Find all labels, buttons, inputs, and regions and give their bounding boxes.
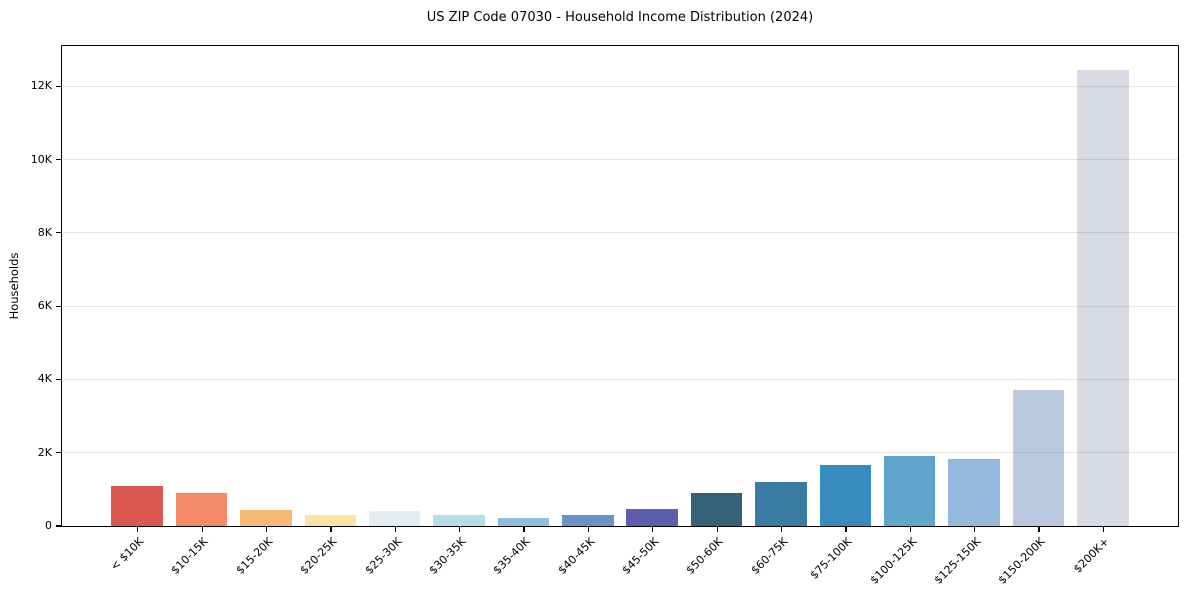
x-tick-mark bbox=[330, 527, 332, 532]
y-tick-mark bbox=[56, 525, 62, 527]
bar bbox=[690, 492, 743, 526]
y-tick-mark bbox=[56, 158, 62, 161]
x-tick-label: $35-40K bbox=[490, 535, 533, 577]
bar bbox=[111, 485, 163, 526]
bar-slot-3: $15-20K bbox=[233, 46, 298, 577]
x-tick-mark bbox=[652, 527, 654, 532]
bar-slot-1: < $10K bbox=[105, 46, 169, 573]
x-tick-mark bbox=[974, 527, 976, 532]
bar bbox=[433, 515, 485, 526]
bar bbox=[304, 514, 357, 526]
bar-slot-2: $10-15K bbox=[169, 46, 233, 577]
x-tick-label: $60-75K bbox=[748, 535, 791, 577]
bar-slot-5: $25-30K bbox=[362, 46, 427, 577]
bar bbox=[175, 493, 228, 526]
x-tick-mark bbox=[1102, 527, 1104, 532]
bar bbox=[368, 510, 421, 526]
plot-area: 0 2K 4K 6K 8K 10K 12K < $10K $10-15K $15-20K $20-… bbox=[31, 45, 1179, 587]
x-tick-mark bbox=[587, 527, 589, 532]
y-tick-label: 10K bbox=[30, 152, 52, 166]
bars-row: < $10K $10-15K $15-20K $20-25K $25-30K $30-35… bbox=[62, 46, 1178, 587]
bar-slot-4: $20-25K bbox=[298, 46, 362, 577]
bar-slot-8: $40-45K bbox=[555, 46, 620, 577]
y-tick-label: 6K bbox=[37, 299, 52, 313]
y-tick-mark bbox=[56, 85, 62, 87]
y-tick-label: 4K bbox=[37, 372, 52, 386]
bar bbox=[626, 509, 678, 526]
y-tick-mark bbox=[56, 452, 62, 454]
x-tick-mark bbox=[523, 527, 525, 532]
bar-slot-13: $100-125K bbox=[867, 46, 942, 587]
y-tick-label: 2K bbox=[37, 445, 52, 459]
x-tick-mark bbox=[459, 527, 461, 532]
x-tick-mark bbox=[909, 527, 911, 532]
y-tick-mark bbox=[56, 378, 62, 381]
x-tick-label: $125-150K bbox=[931, 535, 984, 587]
bar bbox=[755, 481, 807, 526]
y-tick-mark bbox=[56, 232, 62, 234]
y-tick-mark bbox=[56, 305, 62, 307]
bar-slot-15: $150-200K bbox=[996, 46, 1070, 587]
bar bbox=[948, 458, 1000, 526]
bar-slot-14: $125-150K bbox=[932, 46, 1006, 587]
x-tick-label: $100-125K bbox=[867, 535, 919, 587]
y-tick-label: 8K bbox=[37, 225, 52, 239]
x-tick-label: $15-20K bbox=[233, 535, 276, 577]
bar bbox=[819, 464, 872, 526]
bar bbox=[240, 509, 292, 526]
bar bbox=[1077, 69, 1129, 526]
x-tick-label: $10-15K bbox=[168, 535, 211, 577]
y-tick-label: 12K bbox=[30, 79, 52, 93]
x-tick-mark bbox=[201, 527, 203, 532]
x-tick-label: $50-60K bbox=[683, 535, 726, 577]
x-tick-mark bbox=[394, 527, 396, 532]
bar bbox=[883, 455, 936, 526]
x-tick-label: $40-45K bbox=[555, 535, 598, 577]
bar bbox=[562, 514, 614, 526]
x-tick-label: $25-30K bbox=[362, 535, 404, 577]
bar-slot-11: $60-75K bbox=[748, 46, 813, 577]
x-tick-label: $75-100K bbox=[807, 535, 855, 582]
x-tick-mark bbox=[780, 527, 783, 532]
x-tick-mark bbox=[845, 527, 847, 532]
y-axis-title: Households bbox=[7, 252, 21, 320]
x-tick-mark bbox=[1038, 527, 1040, 532]
x-tick-label: < $10K bbox=[108, 535, 147, 574]
x-tick-label: $30-35K bbox=[426, 535, 469, 577]
y-tick-label: 0 bbox=[45, 519, 52, 532]
x-tick-label: $200K+ bbox=[1071, 535, 1113, 576]
bar-slot-10: $50-60K bbox=[684, 46, 748, 577]
bar-slot-6: $30-35K bbox=[426, 46, 491, 577]
x-tick-mark bbox=[137, 527, 139, 532]
x-tick-mark bbox=[265, 527, 268, 532]
bar bbox=[1012, 389, 1065, 526]
bar-slot-16: $200K+ bbox=[1071, 46, 1135, 576]
x-tick-label: $20-25K bbox=[297, 535, 340, 577]
bar bbox=[497, 517, 550, 526]
x-tick-label: $150-200K bbox=[995, 535, 1048, 587]
bar-slot-7: $35-40K bbox=[491, 46, 555, 577]
x-tick-label: $45-50K bbox=[619, 535, 662, 577]
bar-slot-9: $45-50K bbox=[620, 46, 684, 577]
bar-slot-12: $75-100K bbox=[808, 46, 877, 582]
x-tick-mark bbox=[716, 527, 718, 532]
chart-title: US ZIP Code 07030 - Household Income Dis… bbox=[426, 10, 814, 25]
